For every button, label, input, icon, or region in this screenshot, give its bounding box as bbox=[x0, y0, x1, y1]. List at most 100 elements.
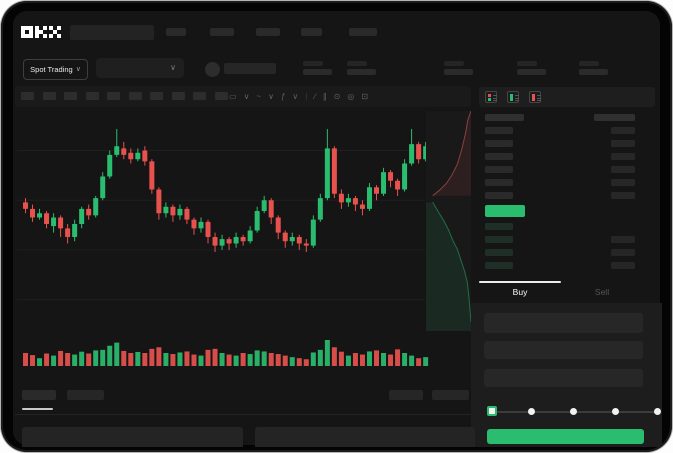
bottom-tab-history[interactable] bbox=[67, 390, 104, 400]
volume-bar bbox=[388, 354, 394, 366]
nav-item[interactable] bbox=[349, 28, 377, 36]
bottom-action-left[interactable] bbox=[389, 390, 423, 400]
volume-bar bbox=[65, 353, 71, 366]
bid-row[interactable] bbox=[485, 262, 635, 269]
orderbook-mode-split-book-icon[interactable] bbox=[485, 91, 497, 103]
pair-avatar[interactable] bbox=[205, 62, 220, 77]
interval-button[interactable] bbox=[171, 92, 185, 100]
camera-icon[interactable]: ⊙ bbox=[333, 91, 341, 101]
divider bbox=[15, 414, 471, 415]
interval-button[interactable] bbox=[85, 92, 99, 100]
volume-bar bbox=[317, 349, 323, 366]
candlestick-chart[interactable] bbox=[15, 109, 471, 371]
amount-field[interactable] bbox=[484, 341, 643, 359]
settings-icon[interactable]: ◎ bbox=[347, 91, 355, 101]
interval-button[interactable] bbox=[42, 92, 56, 100]
buy-submit-button[interactable] bbox=[487, 429, 644, 444]
measure-icon[interactable]: ∥ bbox=[322, 91, 327, 101]
candle-body bbox=[114, 146, 120, 155]
price-field[interactable] bbox=[484, 313, 643, 333]
volume-bar bbox=[381, 353, 387, 366]
ask-row[interactable] bbox=[485, 179, 635, 186]
slider-step-dot[interactable] bbox=[611, 408, 619, 415]
chevron-down-icon[interactable]: ∨ bbox=[243, 91, 250, 101]
slider-step-dot[interactable] bbox=[528, 408, 536, 415]
pair-name-placeholder bbox=[224, 63, 276, 74]
ask-row[interactable] bbox=[485, 140, 635, 147]
volume-bar bbox=[212, 348, 218, 366]
interval-button[interactable] bbox=[193, 92, 206, 100]
tab-buy[interactable]: Buy bbox=[512, 287, 528, 297]
candle-body bbox=[191, 219, 197, 229]
line-type-icon[interactable]: ~ bbox=[256, 91, 262, 101]
nav-search-placeholder[interactable] bbox=[70, 25, 154, 40]
candle-body bbox=[79, 208, 85, 224]
ask-row[interactable] bbox=[485, 127, 635, 134]
orderbook-mode-bids-only-icon[interactable] bbox=[507, 91, 519, 103]
bottom-tab-open-orders[interactable] bbox=[22, 390, 56, 400]
bid-row[interactable] bbox=[485, 249, 635, 256]
last-price-row[interactable] bbox=[485, 205, 635, 217]
candle-body bbox=[212, 236, 218, 246]
interval-button[interactable] bbox=[214, 92, 228, 100]
volume-bar bbox=[191, 354, 197, 366]
volume-bar bbox=[184, 351, 190, 366]
fullscreen-icon[interactable]: ⊡ bbox=[361, 91, 369, 101]
ask-row[interactable] bbox=[485, 166, 635, 173]
candle-body bbox=[381, 172, 387, 194]
nav-item[interactable] bbox=[210, 28, 234, 36]
interval-button[interactable] bbox=[21, 92, 34, 100]
volume-bar bbox=[86, 353, 92, 366]
okx-logo[interactable]: OKX bbox=[21, 25, 61, 38]
bid-row[interactable] bbox=[485, 223, 635, 230]
interval-button[interactable] bbox=[128, 92, 142, 100]
candle-type-icon[interactable]: ▭ bbox=[229, 91, 237, 101]
orderbook-mode-asks-only-icon[interactable] bbox=[529, 91, 541, 103]
volume-bar bbox=[170, 354, 176, 366]
slider-step-dot[interactable] bbox=[653, 408, 661, 415]
nav-item[interactable] bbox=[256, 28, 280, 36]
total-field[interactable] bbox=[484, 369, 643, 387]
nav-item[interactable] bbox=[166, 28, 186, 36]
market-type-selector[interactable]: Spot Trading ∨ bbox=[23, 59, 88, 80]
volume-bar bbox=[282, 355, 288, 366]
volume-bar bbox=[135, 351, 141, 366]
interval-button[interactable] bbox=[64, 92, 77, 100]
amount-slider[interactable] bbox=[487, 404, 661, 420]
volume-bar bbox=[51, 355, 57, 366]
bottom-action-right[interactable] bbox=[432, 390, 469, 400]
ask-row[interactable] bbox=[485, 192, 635, 199]
candle-body bbox=[51, 217, 57, 227]
indicators-icon[interactable]: ƒ bbox=[280, 91, 286, 101]
slider-step-dot[interactable] bbox=[570, 408, 577, 415]
ask-row[interactable] bbox=[485, 153, 635, 160]
nav-item[interactable] bbox=[301, 28, 322, 36]
volume-bar bbox=[37, 358, 43, 366]
candle-body bbox=[219, 239, 225, 246]
tab-sell[interactable]: Sell bbox=[594, 287, 610, 297]
candle-body bbox=[324, 148, 330, 199]
volume-bar bbox=[402, 353, 408, 366]
chevron-down-icon[interactable]: ∨ bbox=[292, 91, 299, 101]
orderbook-header[interactable] bbox=[485, 114, 635, 121]
candle-body bbox=[23, 202, 28, 209]
candle-body bbox=[416, 144, 422, 160]
amount-cell bbox=[594, 114, 635, 121]
trendline-icon[interactable]: ∕ bbox=[314, 91, 316, 101]
candle-body bbox=[388, 172, 394, 181]
volume-bar bbox=[156, 347, 162, 366]
candle-body bbox=[310, 219, 316, 246]
chevron-down-icon: ∨ bbox=[170, 63, 176, 72]
pair-dropdown[interactable]: ∨ bbox=[96, 58, 184, 78]
volume-bar bbox=[345, 355, 351, 366]
interval-button[interactable] bbox=[107, 92, 120, 100]
candle-body bbox=[100, 176, 106, 199]
bid-row[interactable] bbox=[485, 236, 635, 243]
interval-button[interactable] bbox=[150, 92, 163, 100]
candle-body bbox=[233, 236, 239, 244]
slider-handle[interactable] bbox=[487, 406, 497, 416]
candle-body bbox=[268, 200, 274, 218]
chevron-down-icon[interactable]: ∨ bbox=[268, 91, 274, 101]
book-line bbox=[493, 100, 497, 101]
